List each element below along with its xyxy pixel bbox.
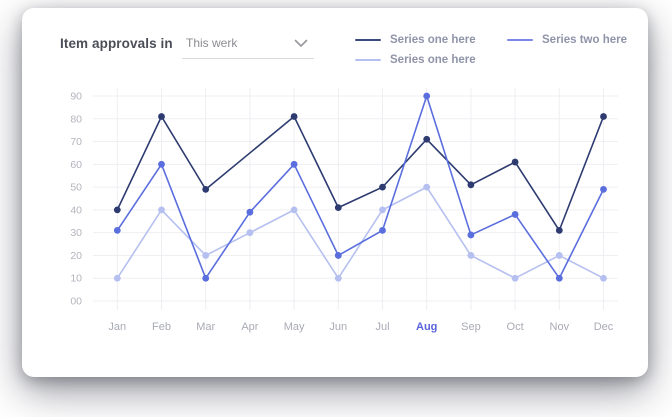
dropdown-value: This werk	[186, 36, 238, 50]
chevron-down-icon	[294, 39, 308, 47]
chart-area: 90 80 70 60 50 40 30 20 10 00 Jan Feb Mar Apr May Jun Ju…	[55, 85, 640, 347]
x-tick-label: Jul	[375, 321, 389, 333]
data-point[interactable]	[423, 183, 431, 191]
data-point[interactable]	[113, 274, 121, 282]
data-point[interactable]	[246, 208, 254, 216]
data-point[interactable]	[379, 206, 386, 214]
legend-swatch	[355, 38, 381, 42]
data-point[interactable]	[555, 226, 563, 234]
card-header: Item approvals in This werk Series one h…	[22, 8, 648, 78]
data-point[interactable]	[600, 274, 607, 282]
y-tick-label: 70	[70, 136, 82, 148]
x-tick-label-active[interactable]: Aug	[416, 321, 437, 333]
data-point[interactable]	[511, 158, 519, 166]
data-point[interactable]	[467, 231, 475, 239]
data-point[interactable]	[113, 206, 121, 214]
data-point[interactable]	[600, 185, 607, 193]
data-point[interactable]	[511, 211, 519, 218]
y-tick-label: 20	[70, 250, 82, 262]
legend-swatch	[355, 58, 381, 62]
legend-item-series-two[interactable]: Series two here	[507, 32, 627, 48]
data-point[interactable]	[467, 181, 475, 189]
line-chart: 90 80 70 60 50 40 30 20 10 00 Jan Feb Mar Apr May Jun Ju…	[70, 88, 618, 333]
data-point[interactable]	[202, 274, 210, 282]
data-point[interactable]	[334, 204, 342, 212]
y-tick-label: 50	[70, 182, 82, 194]
y-tick-label: 90	[70, 90, 82, 102]
data-point[interactable]	[158, 113, 165, 120]
data-point[interactable]	[290, 206, 298, 214]
data-point[interactable]	[202, 252, 210, 259]
legend-label: Series one here	[390, 34, 476, 46]
x-tick-label: Feb	[152, 321, 171, 333]
data-point[interactable]	[423, 92, 431, 100]
legend-item-series-one-light[interactable]: Series one here	[355, 52, 476, 68]
legend-label: Series two here	[542, 34, 628, 46]
y-tick-label: 30	[70, 227, 82, 239]
data-point[interactable]	[290, 113, 298, 120]
data-point[interactable]	[555, 274, 563, 282]
data-point[interactable]	[423, 135, 431, 143]
x-tick-label: Jun	[329, 321, 347, 333]
y-tick-label: 80	[70, 113, 82, 125]
y-tick-label: 60	[70, 159, 82, 171]
chart-card: Item approvals in This werk Series one h…	[22, 8, 648, 377]
y-tick-label: 00	[70, 296, 82, 308]
x-tick-label: Jan	[108, 321, 126, 333]
x-tick-label: Dec	[594, 321, 614, 333]
series-line-1	[116, 186, 604, 280]
data-point[interactable]	[379, 226, 386, 234]
legend-swatch	[507, 38, 533, 42]
y-tick-label: 10	[70, 273, 82, 285]
x-tick-label: Apr	[241, 321, 258, 333]
chart-legend: Series one here Series one here Series t…	[355, 26, 645, 72]
y-tick-label: 40	[70, 204, 82, 216]
x-tick-label: Nov	[550, 321, 570, 333]
data-point[interactable]	[334, 274, 342, 282]
chart-title: Item approvals in	[60, 36, 173, 51]
data-point[interactable]	[379, 183, 386, 191]
series-line-0	[116, 115, 605, 232]
data-point[interactable]	[158, 206, 165, 214]
data-point[interactable]	[158, 160, 165, 168]
time-range-dropdown[interactable]: This werk	[182, 28, 314, 59]
data-point[interactable]	[246, 229, 254, 237]
data-point[interactable]	[113, 226, 121, 234]
x-tick-label: Oct	[507, 321, 524, 333]
data-point[interactable]	[555, 252, 563, 259]
data-point[interactable]	[334, 252, 342, 259]
series-line-2	[116, 95, 605, 280]
legend-item-series-one-dark[interactable]: Series one here	[355, 32, 476, 48]
data-point[interactable]	[290, 160, 298, 168]
legend-label: Series one here	[390, 54, 476, 66]
data-point[interactable]	[202, 185, 210, 193]
x-tick-label: Sep	[461, 321, 481, 333]
data-point[interactable]	[511, 274, 519, 282]
data-point[interactable]	[467, 252, 475, 259]
data-point[interactable]	[600, 113, 607, 120]
x-tick-label: Mar	[196, 321, 215, 333]
x-tick-label: May	[284, 321, 305, 333]
